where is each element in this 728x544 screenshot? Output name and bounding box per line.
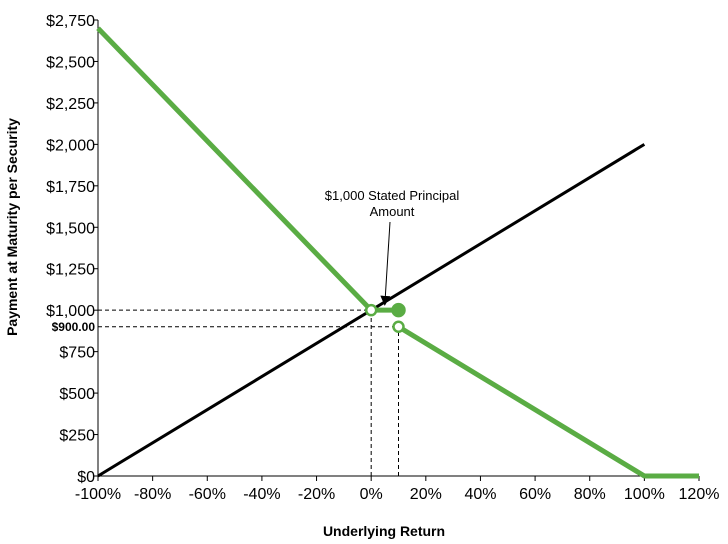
y-tick-label: $250 <box>59 428 95 445</box>
value-900-label: $900.00 <box>52 320 96 334</box>
y-tick-label: $500 <box>59 386 95 403</box>
x-tick-label: 100% <box>624 486 665 503</box>
y-tick-label: $2,750 <box>46 13 95 30</box>
y-tick-label: $1,250 <box>46 262 95 279</box>
y-tick-label: $2,000 <box>46 137 95 154</box>
x-tick-label: -40% <box>243 486 280 503</box>
x-tick-label: 20% <box>410 486 442 503</box>
y-axis-ticks: $0 $250 $500 $750 $1,000 $1,250 $1,500 $1,750 $2… <box>46 13 98 486</box>
security-payment-line <box>96 26 373 312</box>
x-tick-label: -100% <box>75 486 121 503</box>
x-tick-label: 80% <box>574 486 606 503</box>
series-layer <box>96 26 699 479</box>
marker-layer <box>364 302 406 334</box>
x-tick-label: -20% <box>298 486 335 503</box>
principal-annotation-text: $1,000 Stated Principal Amount <box>325 188 460 219</box>
x-axis-title: Underlying Return <box>323 523 445 539</box>
x-tick-label: 120% <box>679 486 720 503</box>
open-point-marker <box>364 303 378 317</box>
y-axis-title: Payment at Maturity per Security <box>4 118 20 336</box>
x-tick-label: -60% <box>189 486 226 503</box>
y-tick-label: $0 <box>77 469 95 486</box>
x-tick-label: -80% <box>134 486 171 503</box>
y-tick-label: $2,250 <box>46 96 95 113</box>
security-payment-line <box>397 324 699 479</box>
y-tick-label: $1,500 <box>46 220 95 237</box>
x-tick-label: 60% <box>519 486 551 503</box>
x-axis-ticks: -100% -80% -60% -40% -20% 0% 20% 40% 60% 80% 100% 1… <box>75 476 720 503</box>
y-tick-label: $750 <box>59 345 95 362</box>
x-tick-label: 0% <box>360 486 383 503</box>
annotation-layer: $1,000 Stated Principal Amount $900.00 <box>52 188 460 334</box>
annotation-arrow <box>380 221 391 306</box>
y-tick-label: $1,000 <box>46 303 95 320</box>
open-point-marker <box>392 320 405 334</box>
x-tick-label: 40% <box>464 486 496 503</box>
y-tick-label: $1,750 <box>46 179 95 196</box>
filled-point-marker <box>391 302 406 318</box>
reference-lines <box>98 309 399 476</box>
y-tick-label: $2,500 <box>46 54 95 71</box>
